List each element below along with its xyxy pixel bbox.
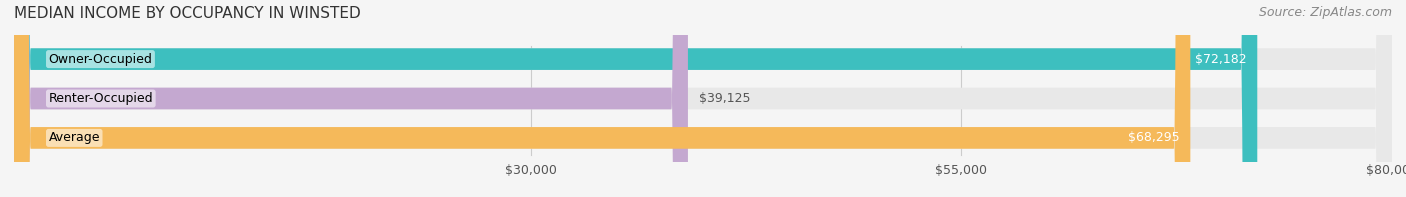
- Text: Renter-Occupied: Renter-Occupied: [48, 92, 153, 105]
- Text: MEDIAN INCOME BY OCCUPANCY IN WINSTED: MEDIAN INCOME BY OCCUPANCY IN WINSTED: [14, 6, 361, 21]
- Text: Average: Average: [48, 131, 100, 144]
- Text: $68,295: $68,295: [1128, 131, 1180, 144]
- Text: $39,125: $39,125: [699, 92, 751, 105]
- FancyBboxPatch shape: [14, 0, 1191, 197]
- FancyBboxPatch shape: [14, 0, 1392, 197]
- FancyBboxPatch shape: [14, 0, 1392, 197]
- Text: Source: ZipAtlas.com: Source: ZipAtlas.com: [1258, 6, 1392, 19]
- Text: Owner-Occupied: Owner-Occupied: [48, 53, 152, 66]
- FancyBboxPatch shape: [14, 0, 688, 197]
- FancyBboxPatch shape: [14, 0, 1392, 197]
- Text: $72,182: $72,182: [1195, 53, 1246, 66]
- FancyBboxPatch shape: [14, 0, 1257, 197]
